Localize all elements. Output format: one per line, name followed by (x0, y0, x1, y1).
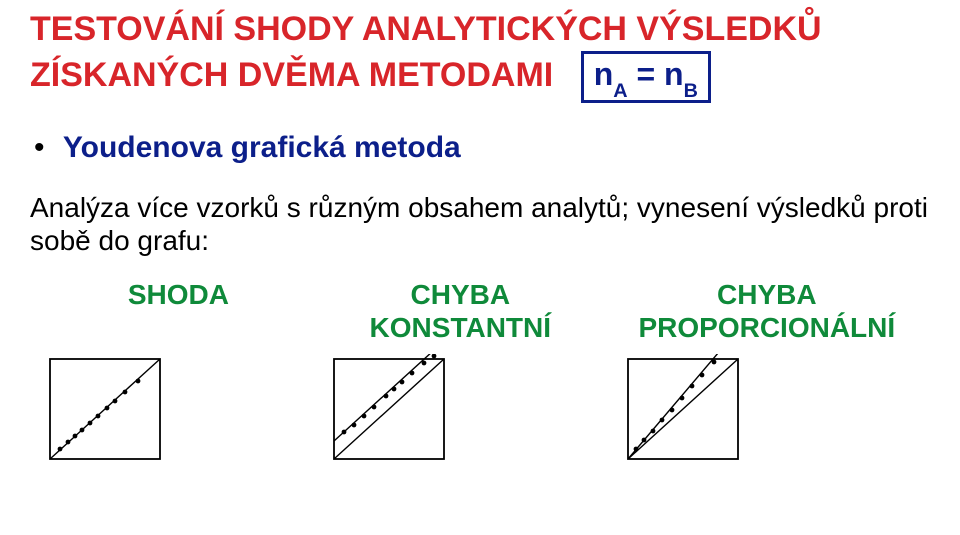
body-paragraph: Analýza více vzorků s různým obsahem ana… (30, 191, 930, 257)
plot-chyba-proporcionalni (618, 354, 748, 469)
label-chyba-proporcionalni: CHYBA PROPORCIONÁLNÍ (604, 279, 930, 343)
paragraph-line-2: sobě do grafu: (30, 224, 930, 257)
title-line-2-row: ZÍSKANÝCH DVĚMA METODAMI nA = nB (30, 51, 930, 103)
bullet-text: Youdenova grafická metoda (63, 131, 461, 164)
label-shoda: SHODA (40, 279, 317, 343)
bullet-dot: • (34, 131, 45, 164)
label-chyba-konstantni: CHYBA KONSTANTNÍ (317, 279, 604, 343)
paragraph-line-1: Analýza více vzorků s různým obsahem ana… (30, 191, 930, 224)
plot-shoda (40, 354, 170, 469)
plot-chyba-konstantni (324, 354, 454, 469)
equation-box: nA = nB (581, 51, 711, 103)
title-line-2: ZÍSKANÝCH DVĚMA METODAMI (30, 56, 553, 94)
title-line-1: TESTOVÁNÍ SHODY ANALYTICKÝCH VÝSLEDKŮ (30, 10, 930, 49)
bullet-item: • Youdenova grafická metoda (34, 131, 930, 165)
